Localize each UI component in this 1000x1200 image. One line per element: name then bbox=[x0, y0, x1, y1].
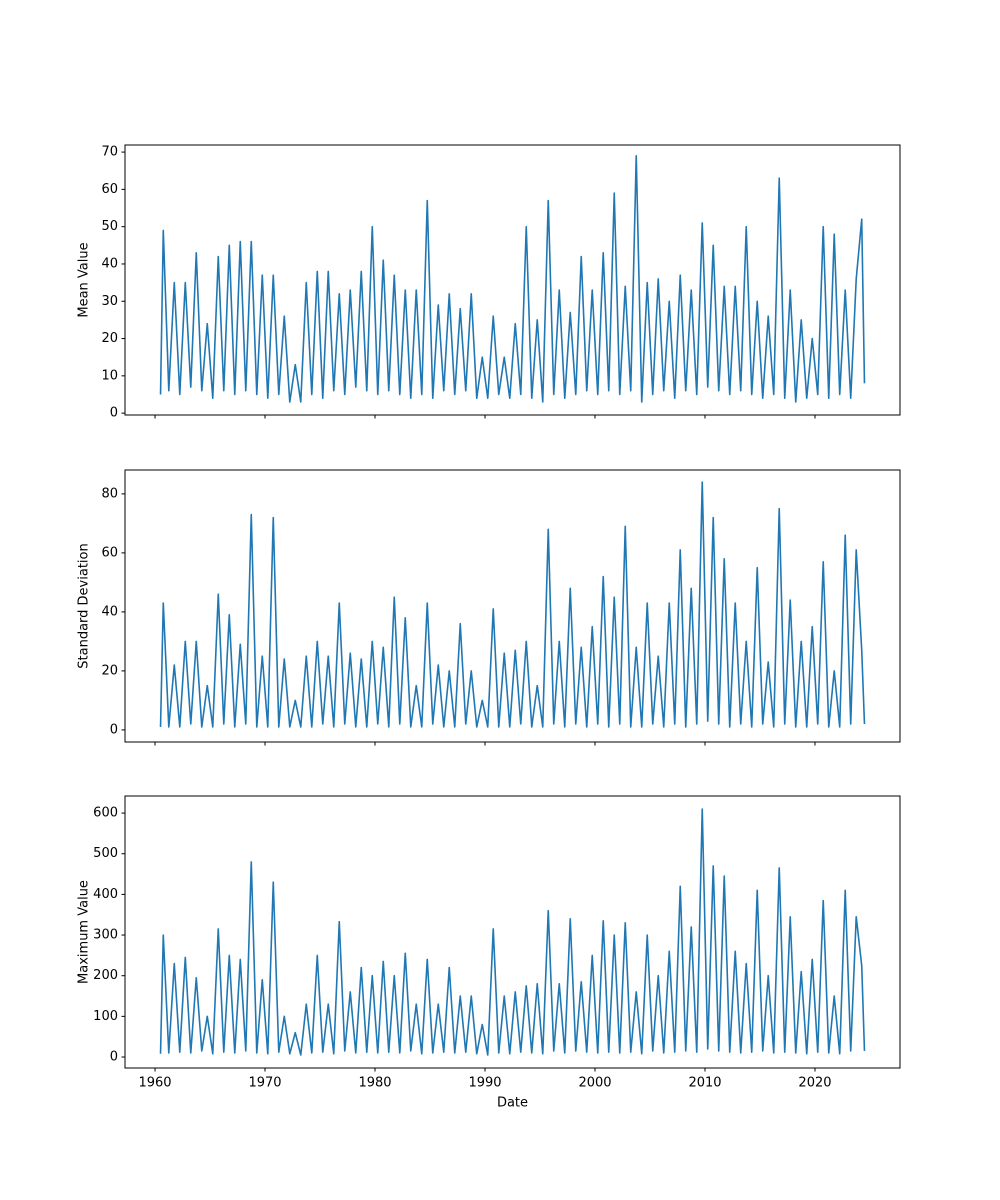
y-tick-label: 500 bbox=[93, 846, 118, 861]
y-tick-label: 100 bbox=[93, 1009, 118, 1024]
y-tick-label: 40 bbox=[101, 256, 118, 271]
y-tick-label: 70 bbox=[101, 145, 118, 160]
y-tick-label: 40 bbox=[101, 604, 118, 619]
x-tick-label: 2020 bbox=[798, 1076, 831, 1091]
axes-frame bbox=[124, 144, 901, 416]
x-axis-label: Date bbox=[497, 1096, 528, 1111]
y-axis-label: Maximum Value bbox=[77, 880, 92, 984]
axes-frame bbox=[124, 795, 901, 1069]
y-tick-label: 50 bbox=[101, 219, 118, 234]
x-tick-label: 1960 bbox=[138, 1076, 171, 1091]
data-line bbox=[159, 481, 866, 728]
y-tick-label: 400 bbox=[93, 887, 118, 902]
y-tick-label: 600 bbox=[93, 806, 118, 821]
y-tick-label: 60 bbox=[101, 182, 118, 197]
y-tick-label: 0 bbox=[110, 406, 118, 421]
y-tick-label: 30 bbox=[101, 294, 118, 309]
y-tick-label: 300 bbox=[93, 928, 118, 943]
data-line bbox=[159, 155, 866, 403]
y-tick-label: 10 bbox=[101, 368, 118, 383]
y-tick-label: 20 bbox=[101, 331, 118, 346]
x-tick-label: 2000 bbox=[578, 1076, 611, 1091]
axes-frame bbox=[124, 469, 901, 743]
x-tick-label: 1970 bbox=[248, 1076, 281, 1091]
x-tick-label: 1990 bbox=[468, 1076, 501, 1091]
y-tick-label: 60 bbox=[101, 545, 118, 560]
y-tick-label: 200 bbox=[93, 968, 118, 983]
y-tick-label: 0 bbox=[110, 1050, 118, 1065]
x-tick-label: 2010 bbox=[688, 1076, 721, 1091]
y-axis-label: Standard Deviation bbox=[77, 543, 92, 668]
y-axis-label: Mean Value bbox=[77, 242, 92, 317]
x-tick-label: 1980 bbox=[358, 1076, 391, 1091]
y-tick-label: 0 bbox=[110, 722, 118, 737]
data-line bbox=[159, 808, 866, 1056]
y-tick-label: 20 bbox=[101, 663, 118, 678]
y-tick-label: 80 bbox=[101, 486, 118, 501]
